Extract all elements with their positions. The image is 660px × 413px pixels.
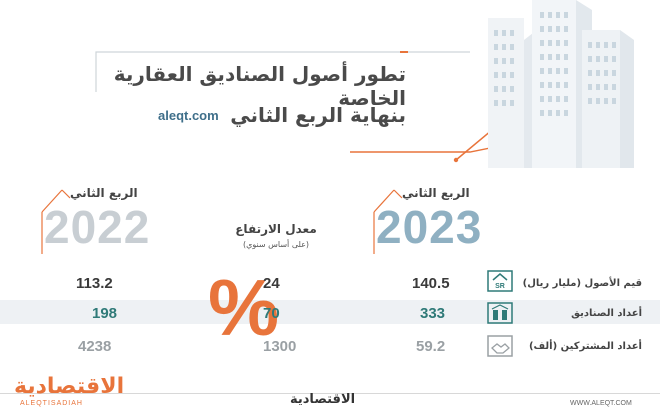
buildings-illustration (488, 0, 634, 168)
row1-growth-rate: 24 (263, 275, 280, 292)
row2-value-2023: 333 (420, 305, 446, 322)
footer-divider (0, 393, 660, 394)
row3-value-2023: 59.2 (416, 338, 446, 355)
growth-rate-title: معدل الارتفاع (235, 222, 317, 236)
growth-rate-subtitle: (على أساس سنوي) (242, 240, 310, 249)
row-band-2 (0, 300, 660, 324)
row-band-1 (0, 270, 660, 294)
row2-growth-rate: 70 (263, 305, 280, 322)
house-outline-icon-2023 (373, 189, 403, 254)
row1-value-2022: 113.2 (76, 275, 113, 292)
sr-building-icon: SR (487, 270, 513, 292)
page-subtitle: بنهاية الربع الثاني (230, 103, 406, 127)
percent-symbol: % (208, 263, 280, 352)
brand-logo-left-sub: ALEQTISADIAH (20, 400, 83, 407)
row3-value-2022: 4238 (78, 338, 112, 355)
quarter-label-2022: الربع الثاني (70, 186, 138, 200)
row3-growth-rate: 1300 (263, 338, 297, 355)
brand-logo-left: الاقتصادية (14, 374, 125, 399)
house-outline-icon-2022 (41, 189, 71, 254)
handshake-icon (487, 335, 513, 357)
row2-label: أعداد الصناديق (571, 308, 642, 319)
row2-value-2022: 198 (92, 305, 118, 322)
page-title: تطور أصول الصناديق العقارية الخاصة (113, 62, 406, 110)
brand-website[interactable]: WWW.ALEQT.COM (570, 400, 632, 407)
row-band-3 (0, 334, 660, 358)
row1-value-2023: 140.5 (412, 275, 450, 292)
row3-label: أعداد المشتركين (ألف) (528, 341, 642, 352)
year-2023: 2023 (376, 201, 483, 253)
site-url[interactable]: aleqt.com (158, 108, 219, 123)
quarter-label-2023: الربع الثاني (402, 186, 470, 200)
svg-text:SR: SR (495, 283, 505, 290)
funds-building-icon (487, 302, 513, 324)
brand-logo-center: الاقتصادية (290, 392, 356, 407)
row1-label: قيم الأصول (مليار ريال) (522, 278, 642, 289)
year-2022: 2022 (44, 201, 151, 253)
